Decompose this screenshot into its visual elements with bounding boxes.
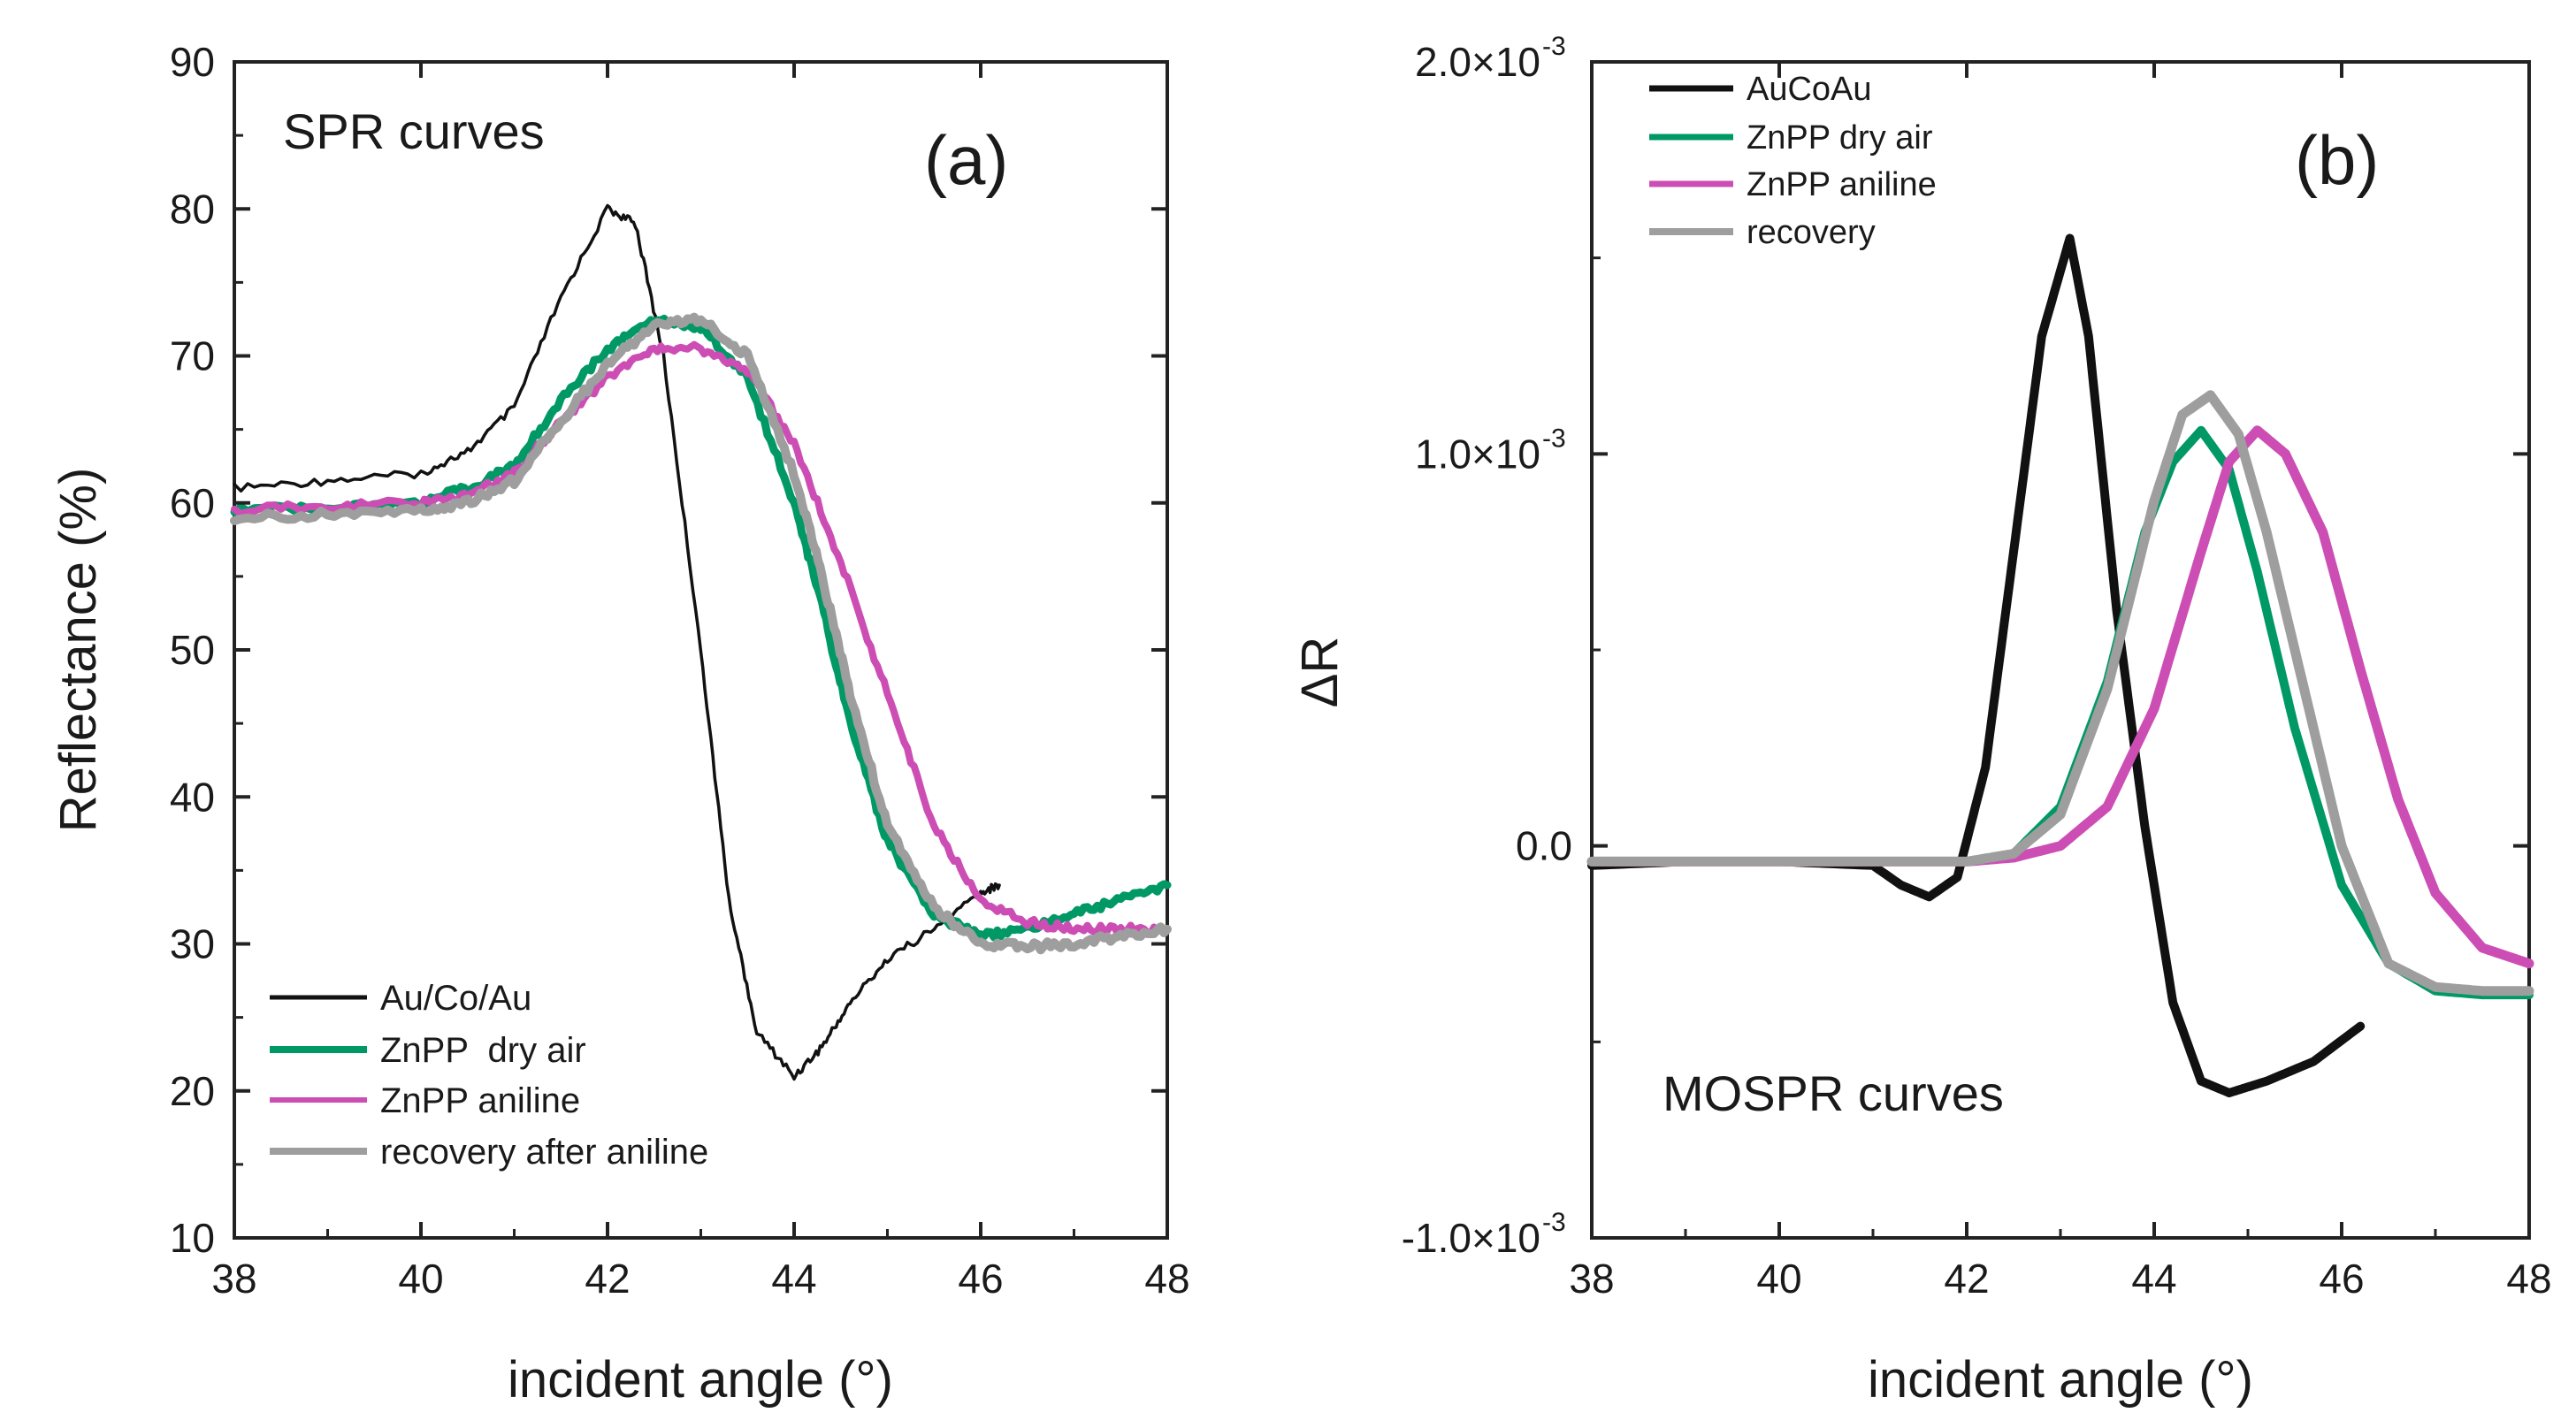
panel-a-legend-item-0: Au/Co/Au [270,979,531,1018]
panel-b-series-group [1586,233,2534,1097]
panel-b-y-ticks: -1.0×10 -30.01.0×10 -32.0×10 -3 [1402,32,2529,1261]
panel-b-legend-label-3: recovery [1747,214,1876,251]
panel-a-annotation: SPR curves [283,103,545,159]
x-tick-label: 40 [398,1256,443,1302]
x-tick-label: 40 [1756,1256,1801,1302]
panel-a-series-line-1 [230,314,1172,942]
panel-b-x-ticks: 38 40 42 44 46 48 [1569,62,2552,1302]
y-tick-label: 0.0 [1516,823,1572,869]
panel-a-series-group [230,203,1172,1081]
panel-b-legend-item-1: ZnPP dry air [1649,119,1933,157]
panel-a-y-ticks: 10 20 30 40 50 60 70 80 90 [170,39,1167,1261]
y-tick-label: 60 [170,480,215,526]
panel-a-y-axis-title: Reflectance (%) [50,468,107,833]
y-tick-label: 40 [170,774,215,820]
panel-a-series-line-3 [230,312,1172,955]
panel-b-series-line-2 [1586,425,2534,969]
panel-a-legend: Au/Co/Au ZnPP dry air ZnPP aniline recov… [270,979,708,1172]
panel-b-x-axis-title: incident angle (°) [1868,1351,2253,1409]
panel-a-legend-label-0: Au/Co/Au [380,979,531,1018]
panel-b-series-line-1 [1587,425,2534,1000]
y-tick-label: -1.0×10 [1402,1215,1540,1261]
panel-b-legend-label-0: AuCoAu [1747,71,1872,108]
panel-b-plot-frame [1590,60,2531,1240]
x-tick-label: 46 [958,1256,1003,1302]
y-tick-label: 20 [170,1068,215,1114]
y-tick-label: 80 [170,186,215,232]
y-tick-label: 50 [170,627,215,673]
panel-b-series-line-0 [1587,233,2366,1097]
x-tick-label: 48 [1144,1256,1189,1302]
x-tick-label: 38 [1569,1256,1614,1302]
panel-a-series-line-0 [233,203,1001,1081]
y-tick-label: 30 [170,921,215,967]
y-tick-label: 2.0×10 [1415,39,1540,85]
panel-b-legend-item-0: AuCoAu [1649,71,1872,108]
panel-b-legend-item-2: ZnPP aniline [1649,166,1937,203]
panel-b-label: (b) [2295,121,2379,199]
y-tick-exponent: -3 [1542,32,1566,61]
panel-a-x-axis-title: incident angle (°) [508,1351,893,1409]
panel-b-legend-label-2: ZnPP aniline [1747,166,1937,203]
panel-a-legend-item-3: recovery after aniline [270,1133,708,1172]
x-tick-label: 48 [2506,1256,2551,1302]
y-tick-label: 70 [170,333,215,379]
x-tick-label: 44 [771,1256,816,1302]
y-tick-label: 1.0×10 [1415,431,1540,477]
panel-a-legend-label-2: ZnPP aniline [380,1081,580,1120]
panel-a-legend-item-2: ZnPP aniline [270,1081,580,1120]
panel-b-y-axis-title: ΔR [1291,637,1349,708]
panel-b-legend-label-1: ZnPP dry air [1747,119,1933,157]
panel-b-annotation: MOSPR curves [1663,1065,2004,1121]
y-tick-label: 10 [170,1215,215,1261]
panel-b-legend-item-3: recovery [1649,214,1876,251]
x-tick-label: 44 [2131,1256,2176,1302]
panel-a-legend-item-1: ZnPP dry air [270,1031,586,1070]
panel-b-chart: 38 40 42 44 46 48 -1.0×10 -30.01.0×10 -32.0×10-… [1291,32,2552,1409]
x-tick-label: 46 [2319,1256,2364,1302]
x-tick-label: 42 [1944,1256,1989,1302]
panel-a-x-ticks: 38 40 42 44 46 48 [211,62,1190,1302]
x-tick-label: 42 [585,1256,630,1302]
panel-a-label: (a) [924,121,1008,199]
x-tick-label: 38 [211,1256,256,1302]
y-tick-label: 90 [170,39,215,85]
panel-a-chart: 38 40 42 44 46 48 10 20 30 40 50 60 70 80 90 SPR curv… [50,39,1190,1409]
y-tick-exponent: -3 [1542,1208,1566,1237]
panel-a-legend-label-3: recovery after aniline [380,1133,708,1172]
panel-b-series-line-3 [1586,390,2534,997]
y-tick-exponent: -3 [1542,424,1566,453]
panel-a-legend-label-1: ZnPP dry air [380,1031,586,1070]
panel-b-legend: AuCoAu ZnPP dry air ZnPP aniline recover… [1649,71,1937,251]
